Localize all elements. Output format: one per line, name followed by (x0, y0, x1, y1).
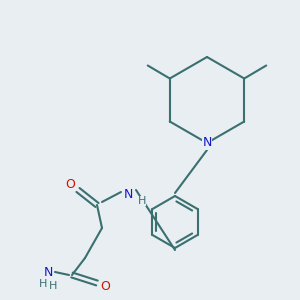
Text: O: O (100, 280, 110, 292)
Text: N: N (123, 188, 133, 202)
Text: N: N (43, 266, 53, 278)
Text: H: H (49, 281, 57, 291)
Text: H: H (39, 279, 47, 289)
Text: O: O (65, 178, 75, 191)
Text: H: H (138, 196, 146, 206)
Text: N: N (202, 136, 212, 149)
